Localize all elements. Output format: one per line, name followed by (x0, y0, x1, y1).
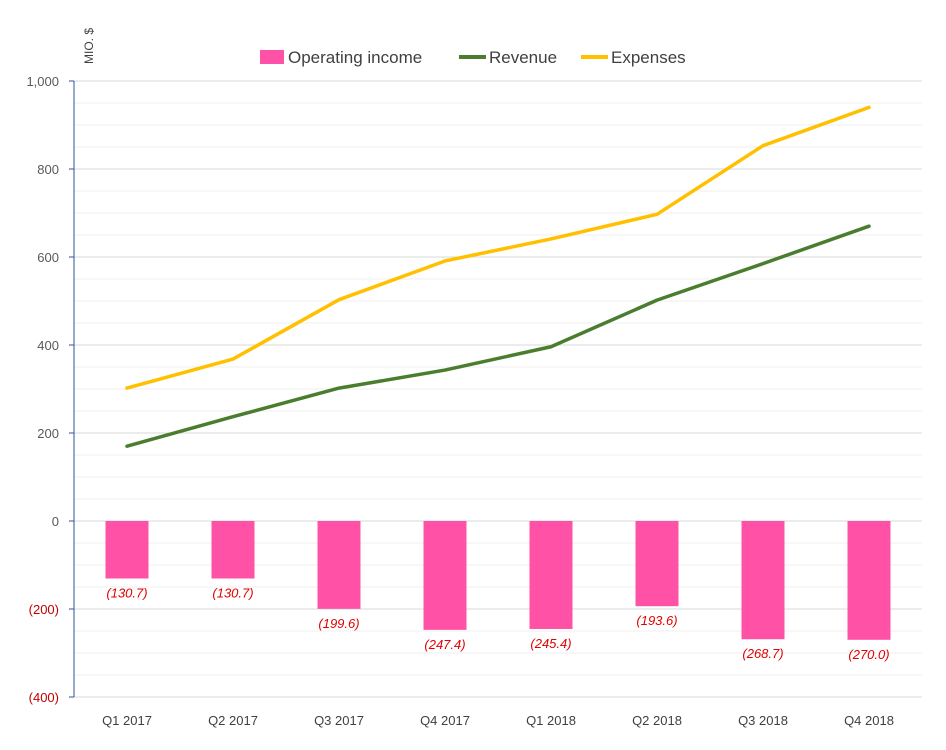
data-label-operating-income-q3-2017: (199.6) (318, 616, 359, 631)
legend-label-operating-income: Operating income (288, 48, 422, 67)
y-tick-label: 800 (37, 162, 59, 177)
x-tick-label-q3-2018: Q3 2018 (738, 713, 788, 728)
grid (74, 80, 922, 698)
y-tick-label: 600 (37, 250, 59, 265)
y-tick-label: (200) (29, 602, 59, 617)
data-label-operating-income-q4-2018: (270.0) (848, 647, 889, 662)
data-label-operating-income-q2-2017: (130.7) (212, 586, 253, 601)
data-label-operating-income-q3-2018: (268.7) (742, 646, 783, 661)
legend-label-revenue: Revenue (489, 48, 557, 67)
bar-operating-income-q2-2017 (211, 521, 255, 579)
x-tick-label-q1-2017: Q1 2017 (102, 713, 152, 728)
bar-data-labels: (130.7) (130.7) (199.6) (247.4) (245.4) (193.… (106, 586, 889, 662)
y-tick-label: 200 (37, 426, 59, 441)
bar-operating-income-q3-2017 (317, 521, 361, 609)
y-unit-label: MIO. $ (82, 28, 96, 64)
legend: Operating income Revenue Expenses (260, 48, 686, 67)
x-tick-label-q4-2018: Q4 2018 (844, 713, 894, 728)
bar-operating-income-q4-2018 (847, 521, 891, 640)
y-tick-label: 1,000 (26, 74, 59, 89)
y-tick-label: (400) (29, 690, 59, 705)
legend-label-expenses: Expenses (611, 48, 686, 67)
legend-swatch-operating-income (260, 50, 284, 64)
x-axis-labels: Q1 2017 Q2 2017 Q3 2017 Q4 2017 Q1 2018 Q2 20… (102, 713, 894, 728)
bars (105, 521, 891, 640)
x-tick-label-q1-2018: Q1 2018 (526, 713, 576, 728)
bar-operating-income-q4-2017 (423, 521, 467, 630)
x-tick-label-q3-2017: Q3 2017 (314, 713, 364, 728)
line-revenue (125, 224, 871, 448)
x-tick-label-q2-2017: Q2 2017 (208, 713, 258, 728)
x-tick-label-q2-2018: Q2 2018 (632, 713, 682, 728)
data-label-operating-income-q2-2018: (193.6) (636, 613, 677, 628)
lines (125, 105, 871, 448)
x-tick-label-q4-2017: Q4 2017 (420, 713, 470, 728)
bar-operating-income-q1-2018 (529, 521, 573, 629)
bar-operating-income-q2-2018 (635, 521, 679, 607)
data-label-operating-income-q4-2017: (247.4) (424, 637, 465, 652)
bar-operating-income-q1-2017 (105, 521, 149, 579)
data-label-operating-income-q1-2018: (245.4) (530, 636, 571, 651)
line-expenses (125, 105, 871, 390)
bar-operating-income-q3-2018 (741, 521, 785, 640)
y-axis-ticks: 1,000 800 600 400 200 0 (200) (400) (26, 74, 74, 705)
data-label-operating-income-q1-2017: (130.7) (106, 586, 147, 601)
y-tick-label: 400 (37, 338, 59, 353)
y-tick-label: 0 (52, 514, 59, 529)
